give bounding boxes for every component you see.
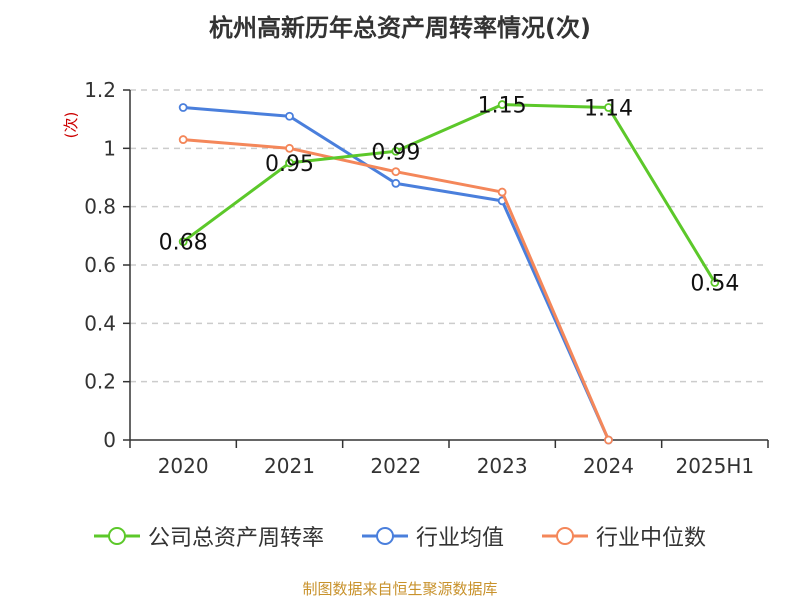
source-note: 制图数据来自恒生聚源数据库	[302, 580, 498, 598]
legend-item: 行业中位数	[542, 520, 706, 552]
data-label: 1.15	[478, 94, 527, 119]
legend-swatch	[542, 527, 588, 545]
data-point	[710, 278, 720, 287]
y-tick-label: 1.2	[84, 78, 116, 102]
legend-swatch	[361, 527, 408, 545]
legend-label: 行业均值	[415, 526, 504, 551]
data-labels-layer: 0.68 0.95 0.99 1.15 1.14 0.54	[159, 94, 740, 297]
data-point	[391, 146, 401, 156]
data-label: 0.99	[371, 140, 420, 165]
data-point	[178, 103, 188, 112]
y-axis-label: (次)	[62, 112, 80, 139]
x-tick-label: 2021	[264, 454, 315, 478]
data-point	[285, 158, 294, 168]
x-tick-label: 2023	[477, 454, 528, 478]
data-point	[178, 135, 188, 144]
data-point	[391, 178, 401, 188]
chart-title: 杭州高新历年总资产周转率情况(次)	[209, 14, 591, 42]
data-point	[497, 100, 507, 109]
data-point	[285, 143, 294, 153]
x-tick-label: 2020	[158, 454, 209, 478]
data-point	[178, 237, 188, 247]
x-tick-label: 2024	[583, 454, 634, 478]
y-tick-label: 1	[103, 136, 116, 160]
legend-item: 公司总资产周转率	[93, 520, 324, 552]
legend-label: 行业中位数	[596, 526, 707, 551]
x-tick-label: 2022	[370, 454, 421, 478]
data-point	[391, 167, 401, 177]
data-point	[604, 435, 613, 445]
legend-label: 公司总资产周转率	[147, 526, 324, 551]
series-line	[182, 103, 717, 284]
grid-lines	[130, 89, 768, 383]
data-label: 0.54	[690, 272, 739, 297]
data-point	[497, 187, 507, 197]
data-label: 1.14	[584, 97, 633, 122]
y-tick-label: 0.8	[84, 195, 116, 219]
data-label: 0.68	[159, 231, 208, 256]
data-point	[604, 103, 613, 112]
series-layer	[178, 100, 720, 445]
x-tick-label: 2025H1	[675, 454, 754, 478]
y-tick-label: 0	[103, 428, 116, 452]
axes: 0 0.2 0.4 0.6 0.8 1 1.2 2020 2021 2022 2023 2024 202…	[84, 78, 769, 478]
legend: 公司总资产周转率 行业均值 行业中位数	[0, 520, 800, 552]
data-label: 0.95	[265, 152, 314, 177]
legend-swatch	[93, 527, 140, 545]
data-point	[285, 111, 294, 121]
legend-item: 行业均值	[361, 520, 504, 552]
y-tick-label: 0.6	[84, 253, 116, 277]
y-tick-label: 0.4	[84, 311, 116, 335]
y-tick-label: 0.2	[84, 370, 116, 394]
